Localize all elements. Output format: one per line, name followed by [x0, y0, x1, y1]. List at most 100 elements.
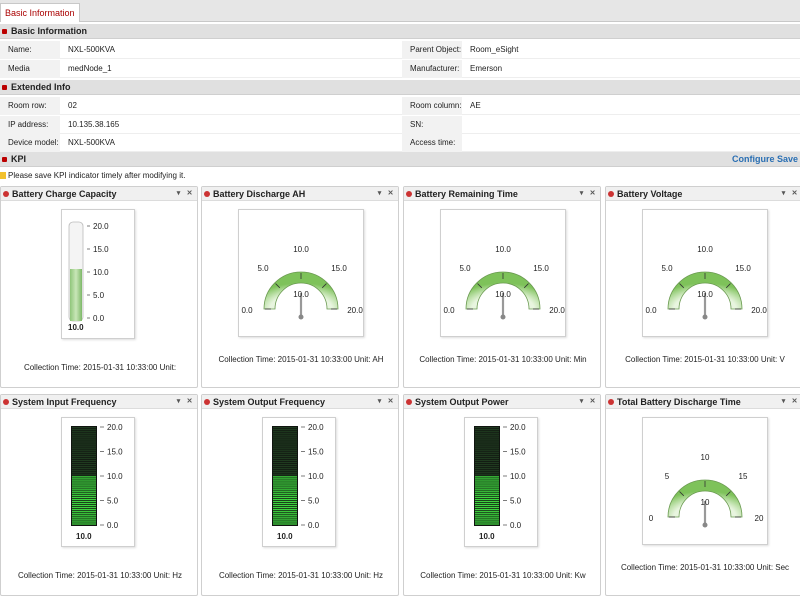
- gauge-value: 10.0: [68, 323, 84, 332]
- led-segment: [72, 463, 96, 466]
- gauge-scale-label: 0.0: [645, 306, 657, 315]
- tab-basic-information[interactable]: Basic Information: [0, 3, 80, 22]
- panel-close-icon[interactable]: ✕: [387, 190, 394, 197]
- gauge-scale-label: 0.0: [241, 306, 253, 315]
- panel-close-icon[interactable]: ✕: [589, 398, 596, 405]
- manufacturer-value: Emerson: [470, 64, 503, 73]
- led-segment: [72, 459, 96, 462]
- gauge-scale-label: 5.0: [661, 264, 673, 273]
- panel-close-icon[interactable]: ✕: [186, 190, 193, 197]
- led-segment: [72, 443, 96, 445]
- collapse-icon[interactable]: [2, 157, 7, 162]
- gauge-value: 10.0: [76, 532, 92, 541]
- panel-header: System Input Frequency ▾ ✕: [1, 395, 197, 409]
- info-row: Media Gateway: medNode_1 Manufacturer: E…: [0, 60, 800, 91]
- led-segment: [72, 470, 96, 472]
- led-segment: [273, 476, 297, 478]
- gauge-graphic: 20.0 15.0 10.0 5.0 0.0 10.0: [68, 221, 109, 332]
- led-segment: [72, 492, 96, 494]
- configure-save-link[interactable]: Configure Save: [731, 154, 798, 164]
- panel-close-icon[interactable]: ✕: [186, 398, 193, 405]
- led-segment: [72, 445, 96, 447]
- info-row: Room row: 02 Room column: AE: [0, 97, 800, 115]
- unit-label: Unit: AH: [354, 355, 384, 364]
- led-segment: [475, 439, 499, 441]
- collapse-icon[interactable]: [2, 85, 7, 90]
- section-kpi[interactable]: KPI Configure Save: [0, 152, 800, 167]
- panel-menu-icon[interactable]: ▾: [579, 190, 584, 197]
- led-segment: [72, 478, 96, 480]
- gauge-tick: [523, 283, 529, 289]
- gauge-scale-label: 0.0: [443, 306, 455, 315]
- led-segment: [273, 523, 297, 525]
- sn-value: [462, 116, 800, 134]
- section-basic-information[interactable]: Basic Information: [0, 24, 800, 39]
- gauge-value: 10: [701, 498, 710, 507]
- panel-close-icon[interactable]: ✕: [791, 398, 798, 405]
- panel-status-icon: [608, 399, 614, 405]
- led-segment: [273, 519, 297, 521]
- panel-menu-icon[interactable]: ▾: [377, 398, 382, 405]
- panel-header: Battery Voltage ▾ ✕: [606, 187, 800, 201]
- parent-object-label: Parent Object:: [402, 41, 462, 59]
- led-segment: [475, 459, 499, 462]
- led-segment: [273, 517, 297, 519]
- gauge-tick: [321, 283, 327, 289]
- led-segment: [72, 441, 96, 443]
- led-segment: [475, 457, 499, 460]
- collapse-icon[interactable]: [2, 29, 7, 34]
- gauge-scale-label: 15.0: [735, 264, 751, 273]
- led-segment: [475, 461, 499, 464]
- led-segment: [273, 451, 297, 453]
- gauge-tick: [275, 283, 281, 289]
- led-segment: [72, 519, 96, 521]
- led-segment: [72, 427, 96, 429]
- gauge-arc: [667, 479, 743, 518]
- led-segment: [475, 465, 499, 468]
- warning-icon: [0, 172, 6, 179]
- panel-menu-icon[interactable]: ▾: [176, 190, 181, 197]
- led-segment: [72, 435, 96, 437]
- panel-close-icon[interactable]: ✕: [387, 398, 394, 405]
- panel-close-icon[interactable]: ✕: [791, 190, 798, 197]
- gauge-arc: [465, 271, 541, 310]
- section-extended-info[interactable]: Extended Info: [0, 80, 800, 95]
- collection-time-label: Collection Time:: [625, 355, 685, 364]
- collection-time-label: Collection Time:: [620, 563, 681, 572]
- scale-label: 20.0: [510, 423, 526, 432]
- panel-menu-icon[interactable]: ▾: [176, 398, 181, 405]
- gauge-scale-label: 20.0: [549, 306, 565, 315]
- panel-menu-icon[interactable]: ▾: [781, 398, 786, 405]
- led-segment: [273, 443, 297, 445]
- device-model-value: NXL-500KVA: [68, 138, 115, 147]
- media-gateway-value: medNode_1: [68, 64, 112, 73]
- name-label: Name:: [0, 41, 60, 59]
- led-segment: [273, 435, 297, 437]
- led-segment: [475, 463, 499, 466]
- led-segment: [475, 445, 499, 447]
- ip-address-value: 10.135.38.165: [68, 120, 120, 129]
- led-segment: [273, 431, 297, 433]
- led-segment: [475, 498, 499, 501]
- led-segment: [72, 455, 96, 457]
- panel-menu-icon[interactable]: ▾: [377, 190, 382, 197]
- led-segment: [72, 480, 96, 482]
- manufacturer-label: Manufacturer:: [402, 60, 462, 78]
- led-segment: [273, 478, 297, 480]
- led-segment: [475, 521, 499, 523]
- led-segment: [475, 484, 499, 486]
- panel-close-icon[interactable]: ✕: [589, 190, 596, 197]
- collection-info: Collection Time: 2015-01-31 10:33:00 Uni…: [1, 363, 199, 372]
- panel-menu-icon[interactable]: ▾: [579, 398, 584, 405]
- panel-menu-icon[interactable]: ▾: [781, 190, 786, 197]
- collection-time-label: Collection Time:: [419, 355, 479, 364]
- led-segment: [72, 496, 96, 498]
- led-segment: [475, 502, 499, 505]
- panel-status-icon: [204, 399, 210, 405]
- led-segment: [475, 494, 499, 496]
- led-segment: [475, 453, 499, 455]
- kpi-panel: Battery Remaining Time ▾ ✕ 0.0 5.0 10.0 15.0 20…: [403, 186, 601, 388]
- led-segment: [475, 427, 499, 429]
- led-segment: [273, 447, 297, 449]
- kpi-panel: Battery Discharge AH ▾ ✕ 0.0 5.0 10.0 15.0 20.0…: [201, 186, 399, 388]
